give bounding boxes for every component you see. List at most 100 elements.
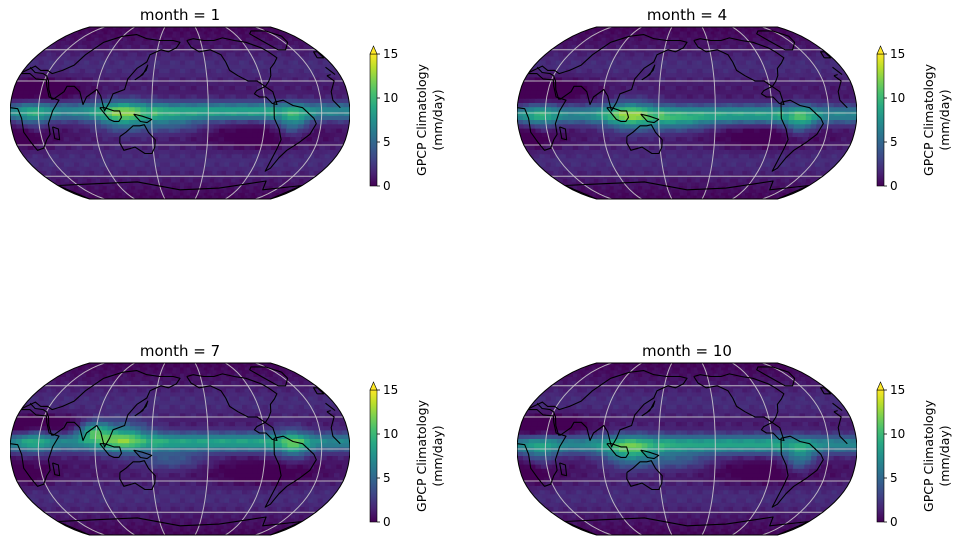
precip-cell <box>324 153 334 159</box>
precip-cell <box>262 153 271 159</box>
precip-cell <box>634 68 642 74</box>
precip-cell <box>53 68 62 74</box>
precip-cell <box>281 106 289 112</box>
precip-cell <box>777 64 786 69</box>
precip-cell <box>754 98 761 103</box>
precip-cell <box>696 59 703 65</box>
precip-cell <box>209 44 217 49</box>
precip-cell <box>687 51 693 57</box>
precip-cell <box>169 59 176 65</box>
precip-cell <box>725 85 732 91</box>
precip-cell <box>611 149 619 155</box>
precip-cell <box>141 81 148 86</box>
precip-cell <box>557 93 565 99</box>
precip-cell <box>138 157 146 163</box>
precip-cell <box>740 145 748 150</box>
precip-cell <box>111 55 119 61</box>
precip-cell <box>630 93 638 99</box>
precip-cell <box>67 149 76 155</box>
precip-cell <box>235 132 242 138</box>
precip-cell <box>341 93 350 99</box>
precip-cell <box>625 123 632 129</box>
precip-cell <box>759 178 768 183</box>
precip-cell <box>201 140 209 146</box>
precip-cell <box>661 64 668 69</box>
precip-cell <box>681 153 688 159</box>
precip-cell <box>658 93 666 99</box>
precip-cell <box>573 166 583 171</box>
precip-cell <box>777 102 784 108</box>
precip-cell <box>168 33 174 38</box>
precip-cell <box>278 59 287 65</box>
precip-cell <box>714 85 721 91</box>
precip-cell <box>235 64 243 69</box>
precip-cell <box>239 145 246 150</box>
precip-cell <box>814 162 824 167</box>
precip-cell <box>129 59 137 65</box>
precip-cell <box>219 98 226 103</box>
precip-cell <box>711 181 718 187</box>
precip-cell <box>155 166 162 171</box>
precip-cell <box>70 170 80 175</box>
precip-cell <box>646 185 653 190</box>
precip-cell <box>79 132 87 138</box>
precip-cell <box>791 136 799 142</box>
precip-cell <box>687 115 694 120</box>
precip-cell <box>60 76 68 82</box>
precip-cell <box>149 64 156 69</box>
precip-cell <box>127 170 135 175</box>
precip-cell <box>79 59 88 65</box>
precip-cell <box>212 170 219 175</box>
precip-cell <box>180 189 185 193</box>
precip-cell <box>613 68 621 74</box>
precip-cell <box>723 72 731 78</box>
precip-cell <box>616 145 624 150</box>
precip-cell <box>202 89 209 95</box>
precip-cell <box>224 132 231 138</box>
precip-cell <box>122 153 129 159</box>
precip-cell <box>324 145 333 150</box>
precip-cell <box>230 170 238 175</box>
precip-cell <box>169 64 176 69</box>
precip-cell <box>782 64 791 69</box>
precip-cell <box>135 85 143 91</box>
precip-cell <box>298 102 306 108</box>
precip-cell <box>681 89 688 95</box>
precip-cell <box>193 170 200 175</box>
precip-cell <box>190 145 197 150</box>
precip-cell <box>623 153 631 159</box>
precip-cell <box>259 106 266 112</box>
precip-cell <box>781 132 789 138</box>
precip-cell <box>705 197 710 199</box>
colorbar-tick-label: 5 <box>383 135 391 149</box>
precip-cell <box>320 123 328 129</box>
precip-cell <box>218 136 225 142</box>
precip-cell <box>755 178 763 183</box>
precip-cell <box>646 162 654 167</box>
precip-cell <box>244 170 253 175</box>
precip-cell <box>709 98 716 103</box>
precip-cell <box>33 145 42 150</box>
precip-cell <box>720 166 727 171</box>
precip-cell <box>675 93 682 99</box>
precip-cell <box>312 162 322 167</box>
precip-cell <box>199 195 205 198</box>
precip-cell <box>205 195 212 198</box>
precip-cell <box>144 27 151 30</box>
precip-cell <box>549 140 557 146</box>
precip-cell <box>75 51 84 57</box>
precip-cell <box>323 136 331 142</box>
precip-cell <box>794 115 801 120</box>
precip-cell <box>171 181 177 187</box>
precip-cell <box>518 127 526 133</box>
precip-cell <box>598 55 607 61</box>
precip-cell <box>724 76 732 82</box>
precip-cell <box>573 115 581 120</box>
precip-cell <box>522 106 530 112</box>
precip-cell <box>628 55 636 61</box>
precip-cell <box>165 30 171 35</box>
precip-cell <box>717 64 724 69</box>
precip-cell <box>145 33 152 38</box>
precip-cell <box>687 195 691 198</box>
precip-cell <box>626 85 633 91</box>
